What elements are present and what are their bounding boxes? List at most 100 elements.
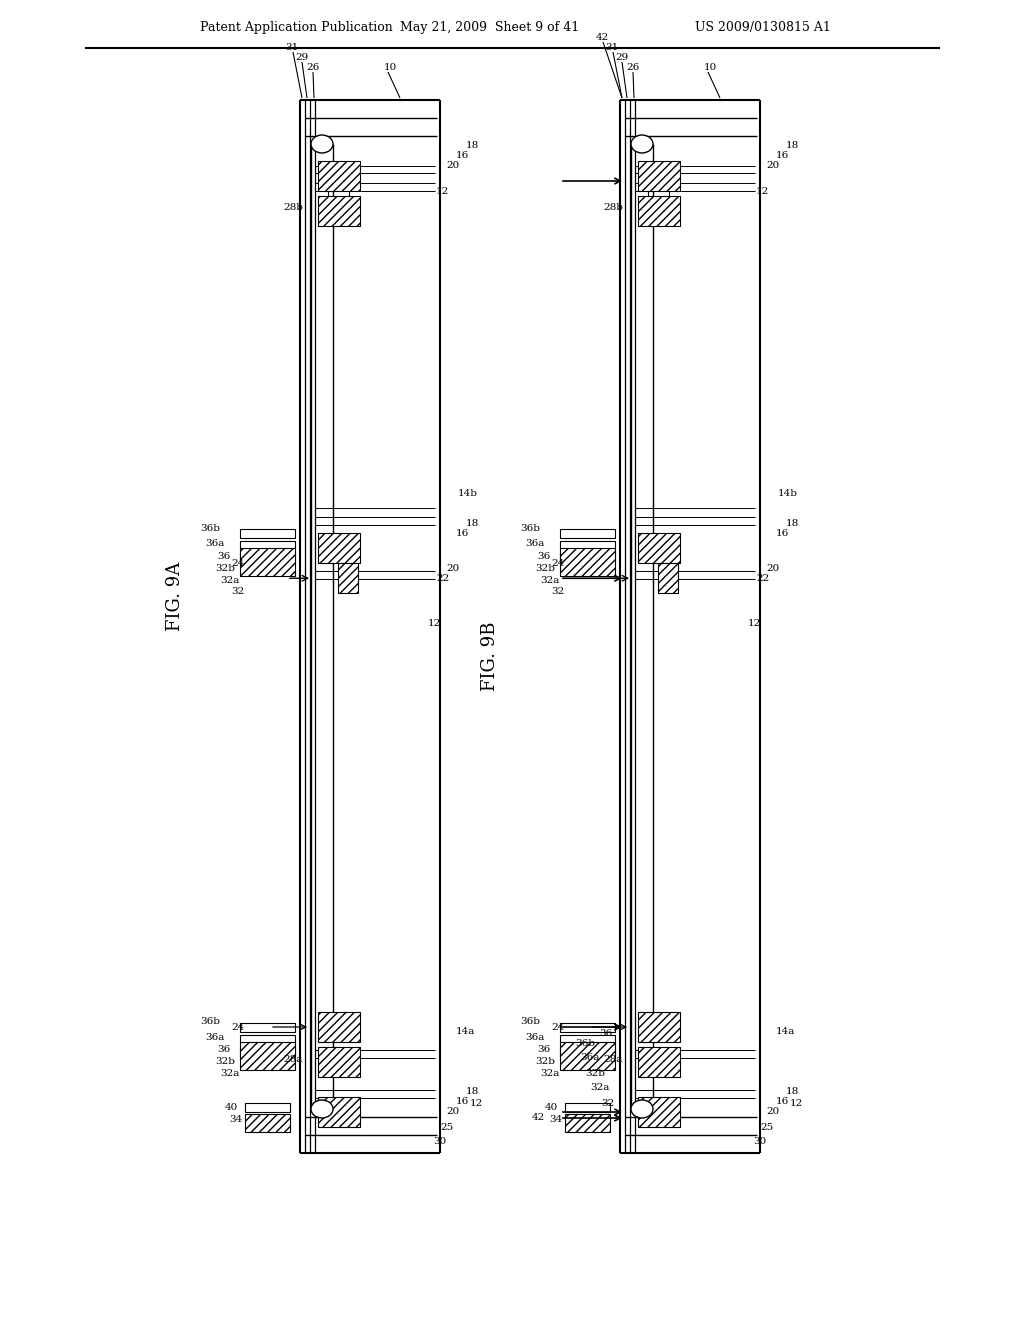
Text: 10: 10 (383, 63, 396, 73)
Bar (560, 548, 615, 577)
Text: 36b: 36b (520, 1018, 540, 1027)
Text: 36a: 36a (206, 539, 225, 548)
Text: 40: 40 (545, 1102, 558, 1111)
Text: 16: 16 (456, 1097, 469, 1106)
Text: 12: 12 (470, 1098, 483, 1107)
Text: 32: 32 (602, 1098, 615, 1107)
Text: 25: 25 (440, 1122, 454, 1131)
Bar (638, 1012, 680, 1041)
Text: 20: 20 (446, 564, 459, 573)
Text: 40: 40 (224, 1102, 238, 1111)
Text: 32: 32 (231, 587, 245, 595)
Bar (560, 1041, 615, 1071)
Text: FIG. 9A: FIG. 9A (166, 562, 184, 631)
Ellipse shape (311, 1100, 333, 1118)
Bar (240, 1035, 295, 1044)
Text: 18: 18 (466, 1088, 479, 1097)
Bar (318, 1047, 360, 1077)
Text: 32b: 32b (535, 564, 555, 573)
Text: May 21, 2009  Sheet 9 of 41: May 21, 2009 Sheet 9 of 41 (400, 21, 580, 34)
Text: 36a: 36a (581, 1053, 600, 1063)
Text: 32a: 32a (541, 576, 560, 585)
Text: 36: 36 (537, 1045, 550, 1055)
Bar (638, 1047, 680, 1077)
Bar (240, 529, 295, 539)
Ellipse shape (631, 1100, 653, 1118)
Text: 36: 36 (537, 552, 550, 561)
Text: 28b: 28b (283, 203, 303, 213)
Text: 36b: 36b (200, 524, 220, 533)
Text: 31: 31 (605, 44, 618, 53)
Text: 32a: 32a (541, 1069, 560, 1078)
Text: 18: 18 (786, 141, 800, 150)
Text: 28b: 28b (603, 203, 623, 213)
Text: 30: 30 (433, 1138, 446, 1147)
Text: 24: 24 (231, 1023, 245, 1031)
Text: 28a: 28a (603, 1055, 623, 1064)
Text: 12: 12 (748, 619, 761, 628)
Text: 32a: 32a (591, 1084, 610, 1093)
Text: 36b: 36b (520, 524, 540, 533)
Text: 32a: 32a (220, 1069, 240, 1078)
Text: 31: 31 (286, 44, 299, 53)
Text: Patent Application Publication: Patent Application Publication (200, 21, 393, 34)
Bar (318, 195, 360, 226)
Text: 18: 18 (466, 141, 479, 150)
Text: 20: 20 (766, 564, 779, 573)
Bar (240, 1041, 295, 1071)
Text: 34: 34 (229, 1115, 243, 1125)
Bar (240, 1023, 295, 1032)
Bar (245, 1114, 290, 1133)
Text: 42: 42 (531, 1114, 545, 1122)
Bar (240, 553, 295, 562)
Text: 32b: 32b (215, 564, 234, 573)
Text: 12: 12 (790, 1098, 803, 1107)
Text: 34: 34 (550, 1115, 563, 1125)
Text: 36a: 36a (525, 1032, 545, 1041)
Text: US 2009/0130815 A1: US 2009/0130815 A1 (695, 21, 830, 34)
Text: 36: 36 (599, 1028, 612, 1038)
Bar (245, 1104, 290, 1111)
Bar (318, 533, 360, 564)
Text: 26: 26 (627, 63, 640, 73)
Text: 10: 10 (703, 63, 717, 73)
Text: 30: 30 (753, 1138, 766, 1147)
Text: 20: 20 (766, 1107, 779, 1117)
Text: 42: 42 (595, 33, 608, 42)
Text: 12: 12 (436, 186, 450, 195)
Text: 16: 16 (776, 1097, 790, 1106)
Text: 36a: 36a (206, 1032, 225, 1041)
Text: 32b: 32b (215, 1057, 234, 1067)
Text: 16: 16 (776, 152, 790, 161)
Bar (240, 548, 295, 577)
Text: 16: 16 (776, 529, 790, 537)
Text: 18: 18 (786, 519, 800, 528)
Text: 32: 32 (552, 587, 565, 595)
Text: 36: 36 (217, 1045, 230, 1055)
Text: 22: 22 (756, 574, 769, 582)
Text: 16: 16 (456, 152, 469, 161)
Bar (638, 161, 680, 191)
Text: 16: 16 (456, 529, 469, 537)
Text: 32a: 32a (220, 576, 240, 585)
Bar (638, 1097, 680, 1127)
Text: 18: 18 (786, 1088, 800, 1097)
Text: 25: 25 (760, 1122, 773, 1131)
Text: 36b: 36b (575, 1039, 595, 1048)
Text: 24: 24 (231, 558, 245, 568)
Bar (560, 1047, 615, 1056)
Bar (560, 1023, 615, 1032)
Bar (560, 1035, 615, 1044)
Text: 29: 29 (295, 54, 308, 62)
Bar (560, 529, 615, 539)
Text: 24: 24 (552, 558, 565, 568)
Text: 28a: 28a (284, 1055, 303, 1064)
Bar (560, 553, 615, 562)
Text: 32b: 32b (585, 1068, 605, 1077)
Bar (565, 1114, 610, 1133)
Bar (565, 1104, 610, 1111)
Bar (318, 1097, 360, 1127)
Text: 22: 22 (436, 574, 450, 582)
Text: 36: 36 (217, 552, 230, 561)
Text: 12: 12 (756, 186, 769, 195)
